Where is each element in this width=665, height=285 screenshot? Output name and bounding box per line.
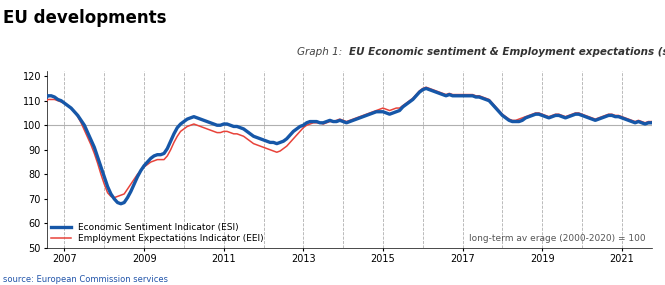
Text: EU developments: EU developments [3,9,167,27]
Employment Expectations Indicator (EEI) [631,120,639,123]
Economic Sentiment Indicator (ESI) [495,110,503,113]
Text: EU Economic sentiment & Employment expectations (s.a.): EU Economic sentiment & Employment expec… [349,47,665,57]
Economic Sentiment Indicator (ESI) [628,120,636,123]
Economic Sentiment Indicator (ESI) [41,98,49,101]
Text: Graph 1:: Graph 1: [297,47,349,57]
Employment Expectations Indicator (EEI) [498,113,506,116]
Text: source: European Commission services: source: European Commission services [3,274,168,284]
Employment Expectations Indicator (EEI) [41,101,49,105]
Line: Employment Expectations Indicator (EEI): Employment Expectations Indicator (EEI) [45,87,665,216]
Legend: Economic Sentiment Indicator (ESI), Employment Expectations Indicator (EEI): Economic Sentiment Indicator (ESI), Empl… [51,223,264,243]
Economic Sentiment Indicator (ESI) [342,121,350,125]
Text: long-term av erage (2000-2020) = 100: long-term av erage (2000-2020) = 100 [469,234,646,243]
Economic Sentiment Indicator (ESI) [130,182,138,186]
Line: Economic Sentiment Indicator (ESI): Economic Sentiment Indicator (ESI) [45,82,665,209]
Employment Expectations Indicator (EEI) [342,120,350,123]
Employment Expectations Indicator (EEI) [422,86,430,89]
Employment Expectations Indicator (EEI) [130,178,138,181]
